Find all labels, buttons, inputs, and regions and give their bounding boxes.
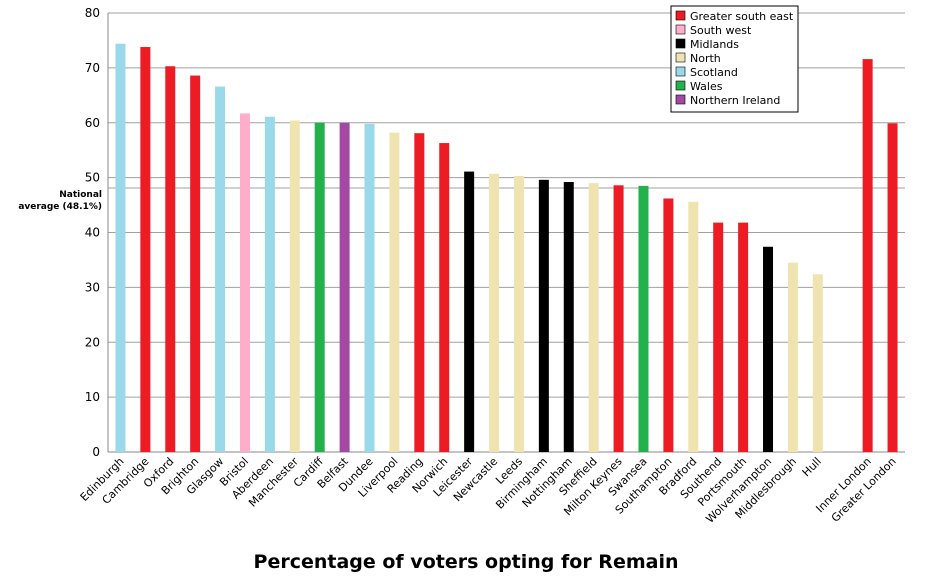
bar-cardiff <box>314 122 325 452</box>
bar-manchester <box>289 120 300 453</box>
legend-swatch-midlands <box>675 38 686 49</box>
bar-greater-london <box>887 123 898 452</box>
bar-hull <box>812 274 823 452</box>
legend-swatch-greater-south-east <box>675 10 686 21</box>
y-axis-ticks: 0 10 20 30 40 50 60 70 80 <box>85 6 100 459</box>
bar-middlesbrough <box>787 262 798 452</box>
bar-glasgow <box>215 86 226 452</box>
bar-brighton <box>190 75 201 453</box>
bar-bristol <box>239 113 250 452</box>
y-tick-0: 0 <box>92 445 100 459</box>
bar-birmingham <box>538 179 549 452</box>
legend-swatch-northern-ireland <box>675 94 686 105</box>
y-tick-70: 70 <box>85 61 100 75</box>
legend-label-south-west: South west <box>690 24 752 37</box>
legend-label-north: North <box>690 52 721 65</box>
bar-sheffield <box>588 183 599 453</box>
y-tick-30: 30 <box>85 280 100 294</box>
bar-oxford <box>165 66 176 452</box>
bar-reading <box>414 133 425 452</box>
bar-southend <box>713 222 724 452</box>
legend-swatch-scotland <box>675 66 686 77</box>
y-tick-40: 40 <box>85 226 100 240</box>
legend-swatch-wales <box>675 80 686 91</box>
y-tick-20: 20 <box>85 335 100 349</box>
bar-dundee <box>364 123 375 452</box>
bar-nottingham <box>563 182 574 452</box>
y-tick-60: 60 <box>85 116 100 130</box>
bar-bradford <box>688 201 699 452</box>
chart-title: Percentage of voters opting for Remain <box>254 551 679 573</box>
x-axis-labels: EdinburghCambridgeOxfordBrightonGlasgowB… <box>78 454 899 525</box>
legend-label-midlands: Midlands <box>690 38 739 51</box>
bar-aberdeen <box>264 116 275 453</box>
y-tick-80: 80 <box>85 6 100 20</box>
legend-label-greater-south-east: Greater south east <box>690 10 794 23</box>
bars <box>115 43 898 453</box>
bar-milton-keynes <box>613 185 624 452</box>
bar-inner-london <box>862 59 873 452</box>
bar-swansea <box>638 185 649 452</box>
bar-southampton <box>663 198 674 452</box>
legend-label-scotland: Scotland <box>690 66 738 79</box>
y-tick-50: 50 <box>85 171 100 185</box>
y-tick-10: 10 <box>85 390 100 404</box>
legend-label-wales: Wales <box>690 80 723 93</box>
bar-edinburgh <box>115 43 126 452</box>
bar-portsmouth <box>738 222 749 452</box>
bar-wolverhampton <box>763 246 774 452</box>
bar-leicester <box>464 171 475 452</box>
legend-label-northern-ireland: Northern Ireland <box>690 94 780 107</box>
bar-belfast <box>339 122 350 452</box>
national-average-label-line1: National <box>59 190 102 200</box>
legend-swatch-south-west <box>675 24 686 35</box>
legend-swatch-north <box>675 52 686 63</box>
x-label-hull: Hull <box>800 455 824 479</box>
national-average-label-line2: average (48.1%) <box>18 202 102 212</box>
bar-norwich <box>439 143 450 452</box>
bar-newcastle <box>489 173 500 452</box>
bar-liverpool <box>389 132 400 452</box>
bar-cambridge <box>140 47 151 453</box>
bar-leeds <box>513 175 524 452</box>
legend-box <box>670 5 799 113</box>
